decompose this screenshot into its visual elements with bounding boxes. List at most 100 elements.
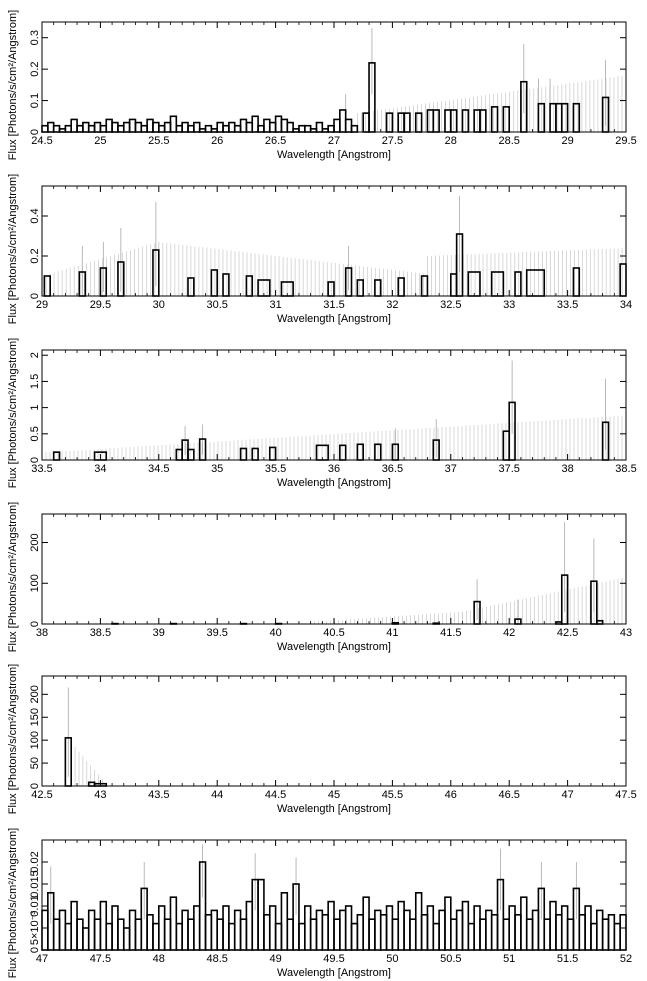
histogram-bin-95 bbox=[590, 922, 598, 951]
histogram-bin-97 bbox=[601, 918, 610, 951]
y-tick-label: 200 bbox=[29, 685, 41, 703]
y-tick-label: 150 bbox=[29, 708, 41, 726]
x-tick-label: 47 bbox=[561, 789, 573, 801]
histogram-bin-14 bbox=[117, 918, 125, 951]
histogram-bin-8 bbox=[222, 273, 230, 297]
x-tick-label: 44 bbox=[211, 789, 223, 801]
x-tick-label: 43 bbox=[620, 627, 632, 639]
histogram-bin-41 bbox=[274, 922, 283, 951]
x-tick-label: 26.5 bbox=[265, 135, 286, 147]
histogram-bin-35 bbox=[239, 118, 248, 133]
plot-frame bbox=[41, 675, 627, 787]
x-tick-label: 27.5 bbox=[382, 135, 403, 147]
histogram-bin-51 bbox=[333, 118, 341, 133]
histogram-bin-27 bbox=[193, 905, 201, 951]
x-tick-label: 29.5 bbox=[90, 299, 111, 311]
histogram-bin-7 bbox=[76, 918, 84, 951]
x-tick-label: 51 bbox=[503, 953, 515, 965]
histogram-bin-42 bbox=[280, 118, 289, 133]
histogram-bin-52 bbox=[339, 909, 347, 951]
x-tick-label: 27 bbox=[328, 135, 340, 147]
histogram-bin-66 bbox=[420, 913, 429, 951]
x-tick-label: 29 bbox=[36, 299, 48, 311]
histogram-bin-55 bbox=[362, 112, 370, 133]
histogram-bin-22 bbox=[514, 271, 522, 297]
histogram-bin-23 bbox=[169, 115, 178, 133]
histogram-bin-9 bbox=[87, 909, 96, 951]
histogram-bin-15 bbox=[374, 279, 382, 297]
x-tick-label: 44.5 bbox=[265, 789, 286, 801]
x-tick-label: 47.5 bbox=[615, 789, 636, 801]
y-tick-label: 0.02 bbox=[29, 851, 41, 872]
histogram-bin-3 bbox=[52, 918, 61, 951]
x-tick-label: 43 bbox=[94, 789, 106, 801]
x-tick-label: 35 bbox=[211, 463, 223, 475]
histogram-bin-34 bbox=[233, 909, 242, 951]
upper-limit-region-1 bbox=[70, 742, 107, 786]
y-tick-label: 100 bbox=[29, 574, 41, 592]
upper-limit-region-1 bbox=[357, 75, 627, 132]
x-tick-label: 30 bbox=[153, 299, 165, 311]
y-tick-label: 0.1 bbox=[29, 93, 41, 108]
histogram-bin-17 bbox=[134, 121, 143, 133]
histogram-bin-72 bbox=[455, 909, 464, 951]
histogram-bin-18 bbox=[449, 273, 458, 297]
x-tick-label: 39 bbox=[153, 627, 165, 639]
histogram-bin-67 bbox=[426, 905, 435, 951]
histogram-bin-12 bbox=[105, 118, 113, 133]
histogram-bin-91 bbox=[566, 918, 575, 951]
y-tick-label: 0 bbox=[29, 783, 41, 789]
x-tick-label: 46.5 bbox=[498, 789, 519, 801]
y-axis-label: Flux [Photons/s/cm²/Angstrom] bbox=[7, 664, 19, 814]
histogram-bin-38 bbox=[257, 878, 265, 951]
y-tick-label: 0 bbox=[29, 457, 41, 463]
histogram-bin-11 bbox=[339, 444, 347, 461]
histogram-bin-23 bbox=[525, 269, 546, 297]
histogram-bin-19 bbox=[146, 913, 154, 951]
y-tick-label: 0 bbox=[29, 293, 41, 299]
histogram-bin-49 bbox=[321, 913, 329, 951]
histogram-bin-17 bbox=[134, 918, 143, 951]
histogram-bin-26 bbox=[187, 918, 195, 951]
histogram-bin-78 bbox=[490, 913, 499, 951]
histogram-bin-41 bbox=[274, 115, 283, 133]
x-tick-label: 26 bbox=[211, 135, 223, 147]
x-axis-label: Wavelength [Angstrom] bbox=[277, 803, 391, 815]
chart-panel-5: 42.5 43 43.5 44 44.5 45 45.5 46 46.5 47 47.5 0 50 100… bbox=[7, 664, 637, 815]
histogram-bin-25 bbox=[619, 263, 627, 297]
x-tick-label: 31.5 bbox=[323, 299, 344, 311]
y-tick-label: 0.015 bbox=[29, 870, 41, 898]
y-axis-label: Flux [Photons/s/cm²/Angstrom] bbox=[7, 828, 19, 978]
x-tick-label: 36 bbox=[328, 463, 340, 475]
histogram-bin-98 bbox=[607, 913, 616, 951]
histogram-bin-68 bbox=[490, 106, 499, 133]
x-tick-label: 30.5 bbox=[206, 299, 227, 311]
histogram-bin-18 bbox=[140, 124, 148, 133]
histogram-bin-23 bbox=[169, 896, 178, 951]
histogram-bin-45 bbox=[298, 124, 306, 133]
x-tick-label: 41.5 bbox=[440, 627, 461, 639]
upper-limit-region-1 bbox=[310, 611, 463, 624]
histogram-bin-38 bbox=[257, 124, 265, 133]
x-tick-label: 52 bbox=[620, 953, 632, 965]
x-tick-label: 29 bbox=[561, 135, 573, 147]
histogram-bin-48 bbox=[315, 121, 324, 133]
histogram-bin-39 bbox=[263, 118, 271, 133]
histogram-bin-43 bbox=[286, 918, 294, 951]
histogram-bin-9 bbox=[87, 124, 96, 133]
y-tick-label: 0.2 bbox=[29, 61, 41, 76]
histogram-bin-14 bbox=[117, 124, 125, 133]
x-tick-label: 45.5 bbox=[382, 789, 403, 801]
histogram-bin-6 bbox=[70, 900, 78, 951]
histogram-bin-68 bbox=[432, 922, 440, 951]
histogram-bin-71 bbox=[449, 918, 458, 951]
histogram-bin-9 bbox=[268, 446, 277, 461]
y-tick-label: 1.5 bbox=[29, 374, 41, 389]
histogram-bin-15 bbox=[122, 121, 131, 133]
histogram-bin-1 bbox=[41, 909, 49, 951]
histogram-bin-22 bbox=[163, 121, 172, 133]
histogram-bin-36 bbox=[245, 900, 254, 951]
histogram-bin-61 bbox=[391, 918, 400, 951]
histogram-bin-90 bbox=[560, 905, 569, 951]
